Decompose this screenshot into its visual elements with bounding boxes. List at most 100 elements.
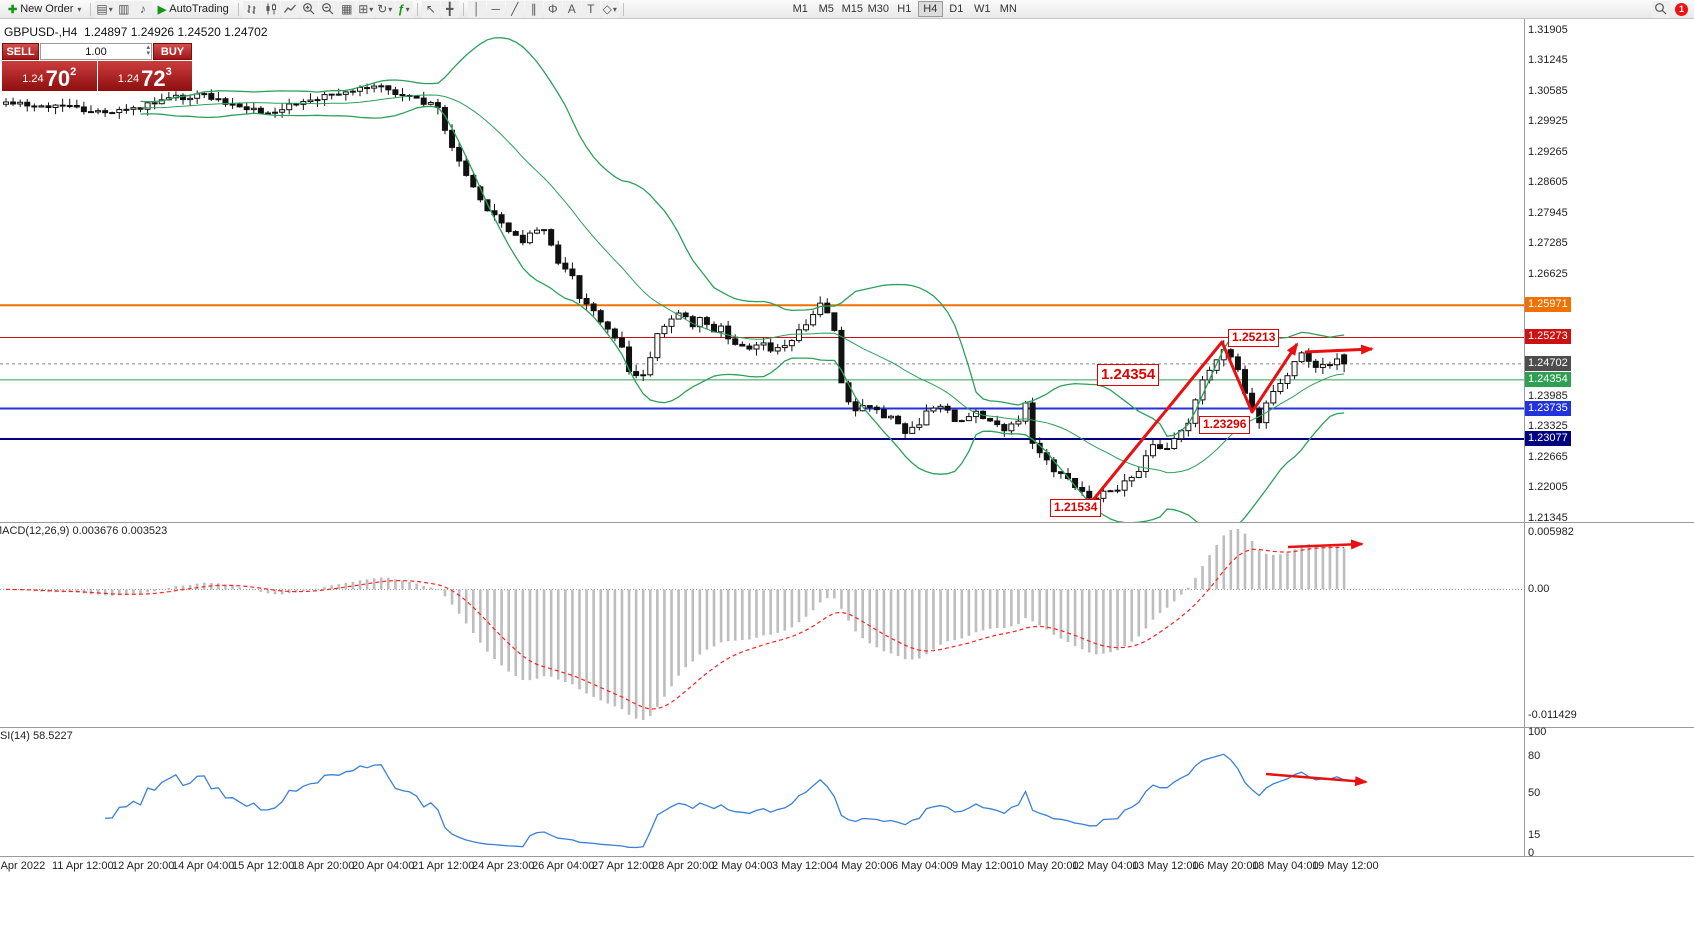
timeframe-mn[interactable]: MN: [996, 1, 1021, 17]
timeframe-w1[interactable]: W1: [970, 1, 995, 17]
candlestick-chart-button[interactable]: [261, 0, 280, 18]
zoom-in-button[interactable]: [299, 0, 318, 18]
text-tool-button[interactable]: A: [562, 0, 581, 18]
chevron-down-icon: ▾: [77, 4, 82, 14]
time-axis-label: 28 Apr 20:00: [652, 860, 715, 872]
pane-separator[interactable]: [0, 522, 1694, 523]
rsi-canvas[interactable]: [0, 728, 1524, 856]
volume-down-icon[interactable]: ▾: [146, 50, 150, 57]
timeframe-m15[interactable]: M15: [841, 3, 863, 15]
price-tick-label: 1.29265: [1528, 145, 1568, 158]
toolbar: ✚ New Order ▾ ▤ ▾ ▥ ♪ ▶ AutoTrading ▦ ⊞ ▾ …: [0, 0, 1694, 19]
indicators-button[interactable]: ƒ ▾: [394, 0, 413, 18]
buy-price-display[interactable]: 1.24 72 3: [97, 61, 192, 91]
macd-pane[interactable]: MACD(12,26,9) 0.003676 0.003523: [0, 523, 1694, 727]
price-annotation[interactable]: 1.23296: [1199, 416, 1251, 434]
timeframe-m1[interactable]: M1: [788, 1, 813, 17]
pane-separator[interactable]: [0, 727, 1694, 728]
volume-spinner[interactable]: ▴ ▾: [146, 44, 150, 57]
trade-prices-row: 1.24 70 2 1.24 72 3: [2, 61, 192, 91]
time-axis-label: 15 Apr 12:00: [232, 860, 295, 872]
trend-arrow[interactable]: [1091, 340, 1299, 501]
sounds-button[interactable]: ♪: [133, 0, 152, 18]
channel-icon: ∥: [530, 2, 537, 16]
main-chart-pane[interactable]: GBPUSD-,H4 1.24897 1.24926 1.24520 1.247…: [0, 19, 1694, 522]
indicator-scale-label: 15: [1528, 828, 1541, 841]
print-button[interactable]: ▥: [114, 0, 133, 18]
horizontal-line-icon: ─: [491, 2, 501, 16]
indicator-scale-label: 50: [1528, 786, 1541, 799]
search-button[interactable]: [1652, 0, 1670, 18]
volume-up-icon[interactable]: ▴: [146, 44, 150, 51]
cursor-button[interactable]: ↖: [421, 0, 440, 18]
trendline-icon: ╱: [511, 2, 519, 16]
indicators-icon: ƒ: [397, 2, 405, 16]
horizontal-line-button[interactable]: ─: [486, 0, 505, 18]
time-axis-label: 14 Apr 04:00: [172, 860, 235, 872]
volume-input[interactable]: 1.00 ▴ ▾: [40, 43, 152, 60]
price-annotation[interactable]: 1.25213: [1228, 329, 1280, 347]
price-chart-canvas[interactable]: [0, 19, 1524, 522]
timeframe-m5[interactable]: M5: [814, 1, 839, 17]
timeframe-h4[interactable]: H4: [917, 1, 943, 17]
tile-windows-button[interactable]: ▦: [337, 0, 356, 18]
sell-price-sup: 2: [70, 66, 77, 78]
price-annotation[interactable]: 1.21534: [1050, 499, 1102, 517]
pane-separator[interactable]: [0, 856, 1694, 857]
one-click-trading-panel: SELL 1.00 ▴ ▾ BUY 1.24 70 2 1.24 72 3: [2, 43, 192, 91]
zoom-out-button[interactable]: [318, 0, 337, 18]
time-axis-label: 6 May 04:00: [892, 860, 953, 872]
time-axis-label: 27 Apr 12:00: [592, 860, 655, 872]
channel-button[interactable]: ∥: [524, 0, 543, 18]
line-chart-button[interactable]: [280, 0, 299, 18]
notification-badge[interactable]: 1: [1675, 2, 1688, 16]
level-price-tag: 1.25273: [1525, 329, 1571, 345]
fibonacci-button[interactable]: Φ: [543, 0, 562, 18]
timeframe-m30[interactable]: M30: [867, 3, 889, 15]
time-axis-label: 11 Apr 12:00: [52, 860, 114, 872]
crosshair-icon: ╋: [446, 2, 454, 16]
trendline-button[interactable]: ╱: [505, 0, 524, 18]
chart-cycle-button[interactable]: ↻ ▾: [375, 0, 394, 18]
profiles-button[interactable]: ▤ ▾: [95, 0, 114, 18]
toolbar-separator: [622, 2, 624, 16]
bar-chart-button[interactable]: [242, 0, 261, 18]
timeframe-h1[interactable]: H1: [892, 1, 917, 17]
buy-price-big: 72: [141, 66, 166, 91]
time-axis-label: 19 May 12:00: [1312, 860, 1379, 872]
price-tick-label: 1.27945: [1528, 206, 1568, 219]
macd-canvas[interactable]: [0, 523, 1524, 727]
timeframe-group: M1 M5 M15 M30 H1 H4 D1 W1 MN: [788, 1, 1021, 17]
trend-arrow[interactable]: [1304, 344, 1374, 355]
time-axis-label: 3 May 12:00: [772, 860, 833, 872]
rsi-pane[interactable]: RSI(14) 58.5227: [0, 728, 1694, 856]
new-chart-button[interactable]: ⊞ ▾: [356, 0, 375, 18]
sell-price-display[interactable]: 1.24 70 2: [2, 61, 97, 91]
autotrading-play-icon: ▶: [157, 3, 167, 16]
crosshair-button[interactable]: ╋: [440, 0, 459, 18]
label-tool-button[interactable]: T: [581, 0, 600, 18]
shapes-button[interactable]: ◇ ▾: [600, 0, 619, 18]
volume-value: 1.00: [85, 45, 107, 58]
price-annotation[interactable]: 1.24354: [1097, 364, 1160, 386]
level-price-tag: 1.25971: [1525, 297, 1571, 313]
vertical-line-button[interactable]: │: [467, 0, 486, 18]
sell-button[interactable]: SELL: [2, 43, 39, 60]
price-tick-label: 1.26625: [1528, 267, 1568, 280]
level-price-tag: 1.23077: [1525, 430, 1571, 446]
autotrading-button[interactable]: ▶ AutoTrading: [153, 1, 234, 18]
new-order-icon: ✚: [8, 3, 18, 16]
price-tick-label: 1.22005: [1528, 481, 1568, 494]
buy-button[interactable]: BUY: [153, 43, 192, 60]
bar-chart-icon: [247, 5, 256, 14]
fibonacci-icon: Φ: [547, 2, 558, 16]
profiles-icon: ▤: [96, 2, 108, 16]
new-order-button[interactable]: ✚ New Order ▾: [3, 1, 86, 18]
line-chart-icon: [283, 4, 296, 13]
tile-windows-icon: ▦: [341, 2, 353, 16]
timeframe-d1[interactable]: D1: [944, 1, 969, 17]
chevron-down-icon: ▾: [369, 4, 374, 14]
indicator-scale-label: 0: [1528, 847, 1535, 859]
